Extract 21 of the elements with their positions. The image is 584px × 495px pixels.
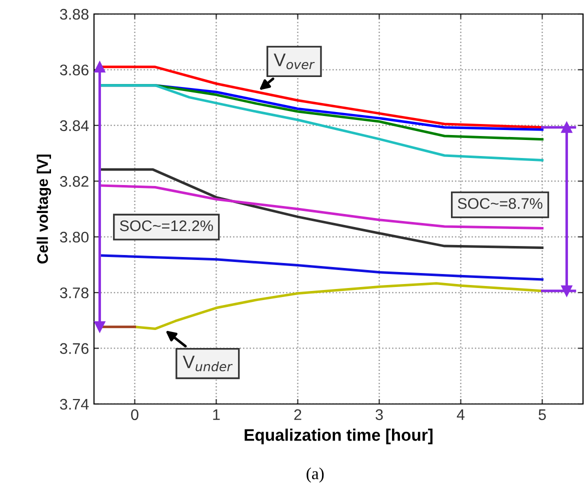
y-tick-label: 3.74 — [60, 398, 89, 410]
y-tick-label: 3.84 — [60, 120, 89, 132]
x-tick-label: 2 — [294, 409, 302, 420]
annotation: SOC~=12.2% — [120, 220, 213, 232]
x-axis-title: Equalization time [hour] — [244, 428, 432, 444]
text: (a) — [306, 468, 324, 483]
annotation: SOC~=8.7% — [458, 198, 542, 209]
x-tick-label: 1 — [213, 409, 220, 420]
y-tick-label: 3.78 — [60, 287, 88, 298]
x-tick-label: 0 — [131, 409, 138, 420]
annotation: V$_{over}$ — [274, 54, 315, 70]
annotation: V$_{under}$ — [182, 356, 233, 372]
y-axis-title: Cell voltage [V] — [36, 154, 52, 264]
x-tick-label: 4 — [456, 409, 465, 420]
x-tick-label: 3 — [376, 409, 383, 420]
y-tick-label: 3.88 — [60, 8, 88, 20]
y-tick-label: 3.86 — [60, 64, 88, 76]
y-tick-label: 3.80 — [60, 232, 89, 243]
y-tick-label: 3.76 — [60, 343, 88, 354]
x-tick-label: 5 — [538, 409, 546, 420]
y-tick-label: 3.82 — [60, 176, 88, 187]
